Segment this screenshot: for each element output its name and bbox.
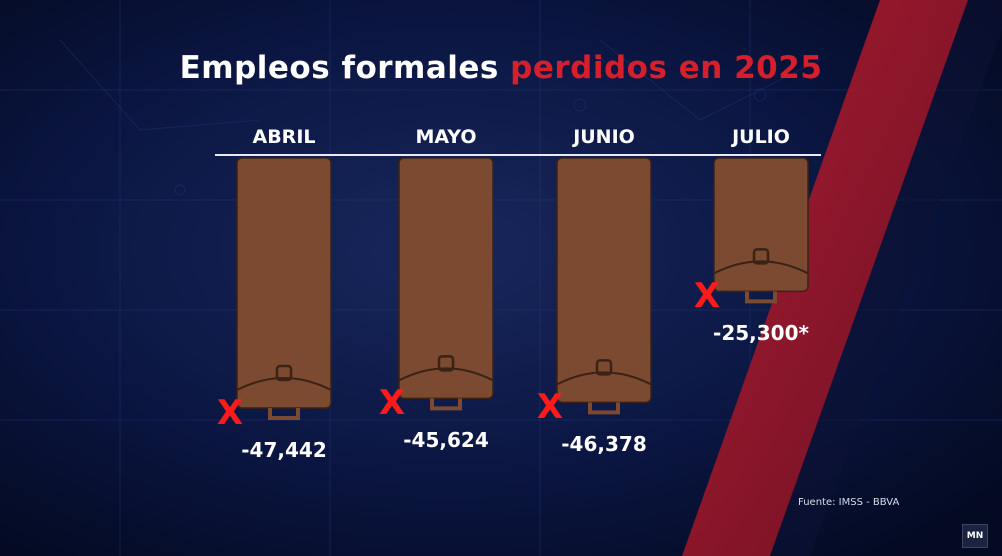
data-label: -46,378	[561, 432, 647, 457]
bar-flap	[236, 377, 332, 391]
bar-clasp	[752, 248, 770, 265]
bar-julio	[713, 157, 809, 304]
bar-handle	[588, 402, 620, 415]
source-note: Fuente: IMSS - BBVA	[798, 497, 900, 508]
data-label: -25,300*	[713, 321, 809, 346]
bar-flap	[398, 367, 494, 382]
x-tick-label: ABRIL	[252, 126, 316, 148]
loss-x-marker: X	[693, 276, 721, 317]
x-tick-label: JUNIO	[573, 126, 635, 148]
bar	[236, 157, 332, 409]
title-main: Empleos formales	[179, 50, 511, 86]
axis-baseline	[215, 154, 821, 156]
loss-x-marker: X	[536, 387, 564, 428]
bar-clasp	[275, 364, 293, 382]
bar	[398, 157, 494, 400]
bar-handle	[268, 408, 300, 420]
title-accent: perdidos en 2025	[510, 50, 823, 86]
x-tick-label: JULIO	[732, 126, 790, 148]
bar-mayo	[398, 157, 494, 411]
bar-flap	[556, 371, 652, 386]
mn-logo-icon: MN	[962, 524, 988, 548]
chart-title: Empleos formales perdidos en 2025	[0, 50, 1002, 86]
red-diagonal-band	[682, 0, 968, 556]
bar-clasp	[437, 355, 455, 372]
bar	[556, 157, 652, 404]
bar-layer	[236, 157, 809, 420]
bar-abril	[236, 157, 332, 420]
data-label: -45,624	[403, 428, 489, 453]
data-label: -47,442	[241, 438, 327, 462]
dark-diagonal-band	[770, 0, 1002, 556]
x-tick-label: MAYO	[415, 126, 477, 148]
loss-x-marker: X	[216, 393, 244, 433]
bar-handle	[745, 291, 777, 304]
bar-junio	[556, 157, 652, 415]
bar	[713, 157, 809, 293]
bar-handle	[430, 398, 462, 411]
loss-x-marker: X	[378, 383, 406, 424]
bar-clasp	[595, 359, 613, 376]
bar-flap	[713, 260, 809, 275]
